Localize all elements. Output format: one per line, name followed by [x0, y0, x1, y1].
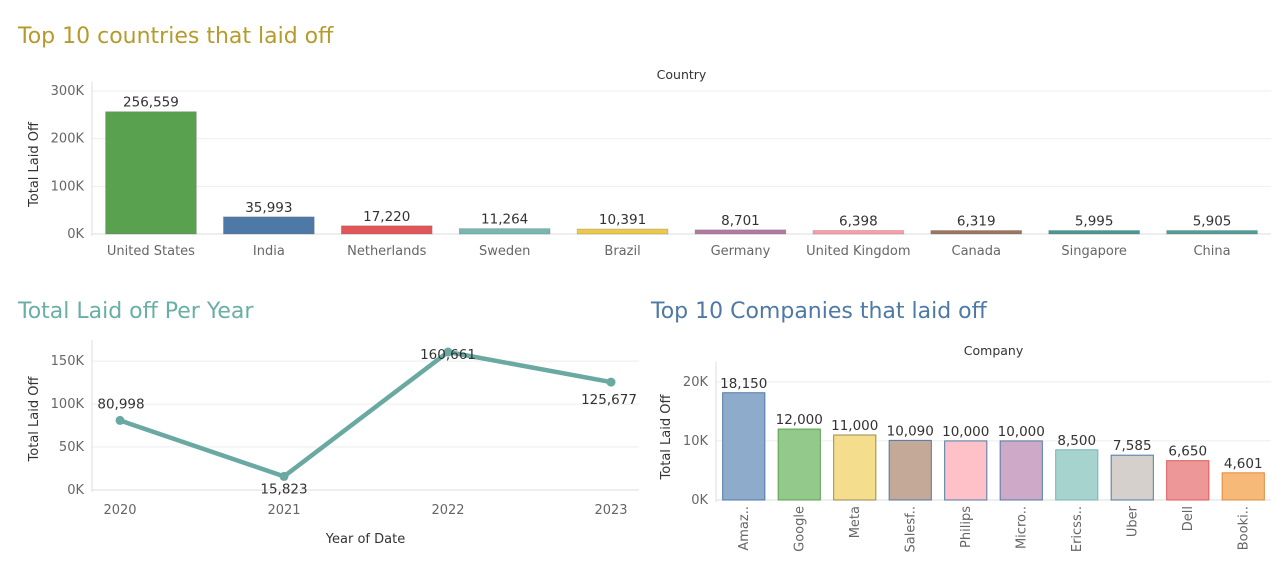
data-label: 10,000 [998, 424, 1045, 440]
bar [105, 111, 197, 235]
y-tick-label: 50K [59, 440, 85, 455]
bar [722, 392, 766, 501]
data-label: 10,090 [887, 423, 934, 439]
data-point [279, 471, 289, 481]
x-tick-label: United Kingdom [806, 244, 910, 259]
x-tick-label: Netherlands [347, 244, 426, 259]
data-label: 5,905 [1193, 214, 1232, 230]
data-label: 10,000 [942, 424, 989, 440]
y-tick-label: 0K [67, 483, 84, 498]
x-tick-label: Singapore [1061, 244, 1127, 259]
x-tick-label: Meta [848, 506, 863, 538]
data-label: 11,000 [831, 418, 878, 434]
data-label: 8,701 [721, 213, 760, 229]
x-tick-label: Uber [1125, 505, 1140, 537]
bar [833, 434, 877, 501]
bar [1166, 460, 1210, 501]
data-label: 6,650 [1168, 444, 1207, 460]
x-tick-label: Micro.. [1014, 506, 1029, 549]
bar [223, 216, 315, 235]
x-tick-label: 2021 [267, 503, 300, 518]
data-label: 8,500 [1057, 433, 1096, 449]
bar [999, 440, 1043, 501]
x-tick-label: Booki.. [1236, 506, 1251, 550]
bar [1048, 230, 1140, 235]
data-label: 10,391 [599, 212, 646, 228]
data-label: 4,601 [1224, 456, 1263, 472]
x-tick-label: 2022 [431, 503, 464, 518]
data-label: 6,398 [839, 214, 878, 230]
companies-chart-title: Top 10 Companies that laid off [651, 299, 987, 324]
y-tick-label: 0K [691, 493, 708, 508]
data-label: 80,998 [97, 396, 144, 412]
bar [1166, 230, 1258, 235]
data-label: 7,585 [1113, 438, 1152, 454]
x-tick-label: Brazil [604, 244, 640, 259]
bar [930, 230, 1023, 235]
y-tick-label: 100K [51, 397, 85, 412]
x-tick-label: Philips [959, 506, 974, 548]
y-tick-label: 100K [51, 179, 85, 194]
x-tick-label: Dell [1181, 506, 1196, 531]
countries-chart-title: Top 10 countries that laid off [18, 24, 334, 49]
x-tick-label: India [253, 244, 285, 259]
data-label: 125,677 [581, 392, 637, 408]
bar [694, 229, 787, 235]
data-point [606, 377, 616, 387]
series-line [117, 349, 614, 479]
bar [1221, 472, 1265, 501]
data-label: 256,559 [123, 95, 179, 111]
bar [888, 439, 932, 501]
y-tick-label: 10K [683, 434, 709, 449]
company-header: Company [964, 343, 1024, 358]
x-tick-label: 2023 [594, 503, 627, 518]
per-year-chart-title: Total Laid off Per Year [18, 299, 254, 324]
x-tick-label: Google [792, 506, 807, 552]
bar [777, 428, 821, 501]
bar [576, 228, 669, 235]
bar [1055, 449, 1099, 501]
data-point [115, 415, 125, 425]
data-label: 15,823 [260, 481, 307, 497]
y-tick-label: 200K [51, 132, 85, 147]
data-label: 18,150 [720, 376, 767, 392]
y-tick-label: 300K [51, 84, 85, 99]
x-tick-label: Sweden [479, 244, 530, 259]
x-tick-label: Amaz.. [737, 506, 752, 551]
y-axis-title: Total Laid Off [27, 376, 42, 463]
bar [1110, 454, 1154, 501]
data-point [443, 347, 453, 357]
y-axis-title: Total Laid Off [659, 394, 674, 481]
bar [944, 440, 988, 501]
data-label: 35,993 [245, 200, 292, 216]
data-label: 160,661 [420, 347, 476, 363]
bar [458, 228, 551, 235]
bar [812, 230, 905, 235]
data-label: 6,319 [957, 214, 996, 230]
y-tick-label: 0K [67, 227, 84, 242]
x-tick-label: Ericss.. [1070, 506, 1085, 552]
x-tick-label: United States [107, 244, 195, 259]
y-tick-label: 20K [683, 375, 709, 390]
bar [340, 225, 433, 235]
y-axis-title: Total Laid Off [27, 121, 42, 208]
x-tick-label: 2020 [103, 503, 136, 518]
data-label: 11,264 [481, 212, 528, 228]
x-axis-title: Year of Date [325, 532, 405, 547]
y-tick-label: 150K [51, 354, 85, 369]
x-tick-label: Canada [952, 244, 1001, 259]
country-header: Country [657, 67, 707, 82]
x-tick-label: Salesf.. [903, 506, 918, 553]
x-tick-label: Germany [711, 244, 771, 259]
data-label: 5,995 [1075, 214, 1114, 230]
x-tick-label: China [1193, 244, 1230, 259]
data-label: 12,000 [776, 412, 823, 428]
data-label: 17,220 [363, 209, 410, 225]
